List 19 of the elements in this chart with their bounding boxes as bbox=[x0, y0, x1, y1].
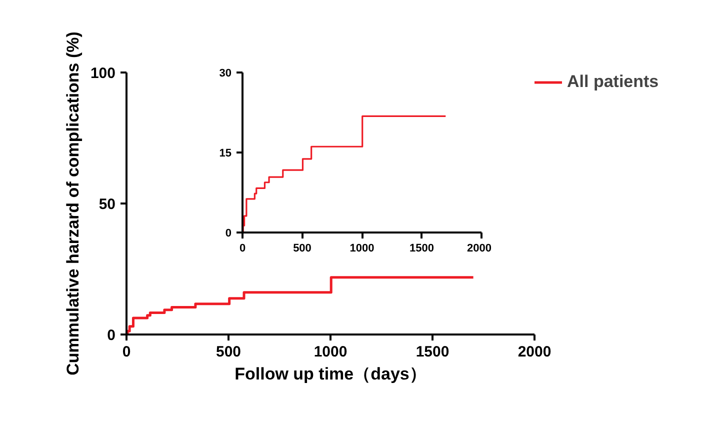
y-axis-title: Cummulative harzard of complications (%) bbox=[63, 32, 82, 376]
x-tick-label: 2000 bbox=[467, 242, 492, 254]
x-tick-label: 1500 bbox=[416, 344, 450, 360]
x-tick-label: 0 bbox=[122, 344, 131, 360]
y-tick-label: 30 bbox=[219, 68, 232, 80]
x-tick-label: 1500 bbox=[410, 242, 434, 254]
y-tick-label: 15 bbox=[219, 148, 232, 160]
y-tick-label: 50 bbox=[98, 196, 116, 213]
x-tick-label: 500 bbox=[293, 242, 312, 254]
x-axis-title: Follow up time（days） bbox=[234, 364, 426, 384]
y-tick-label: 0 bbox=[107, 327, 116, 344]
x-tick-label: 1000 bbox=[314, 344, 348, 360]
x-tick-label: 500 bbox=[216, 344, 242, 360]
y-tick-label: 0 bbox=[225, 228, 232, 240]
y-tick-label: 100 bbox=[90, 65, 116, 82]
x-tick-label: 0 bbox=[239, 242, 246, 254]
x-tick-label: 1000 bbox=[350, 242, 374, 254]
legend-label: All patients bbox=[567, 72, 659, 92]
x-tick-label: 2000 bbox=[518, 344, 552, 360]
